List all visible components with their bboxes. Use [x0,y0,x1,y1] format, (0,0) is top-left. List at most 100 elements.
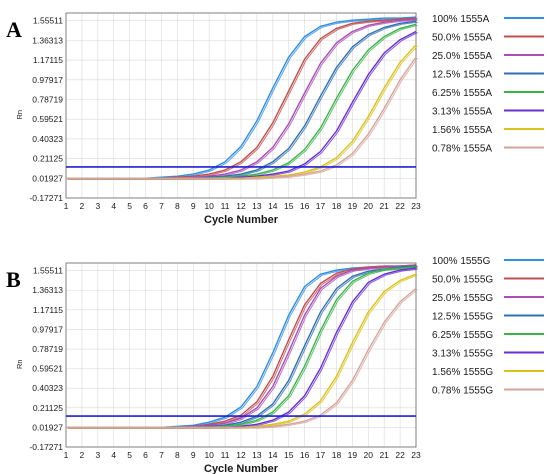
x-tick-label: 23 [411,201,421,211]
x-tick-label: 6 [143,450,148,460]
x-tick-label: 17 [316,201,326,211]
series-line-8 [66,56,417,179]
x-tick-label: 11 [221,450,230,460]
y-tick-label: 1.55511 [33,266,63,276]
y-tick-label: 1.36313 [32,285,63,295]
x-tick-label: 18 [332,450,342,460]
legend-label: 100% 1555A [432,14,490,25]
legend: 100% 1555A 50.0% 1555A 25.0% 1555A 12.5% 15… [432,14,544,155]
x-tick-label: 5 [127,201,132,211]
y-tick-label: 1.17115 [33,55,63,65]
y-tick-label: 1.55511 [33,16,63,26]
y-tick-label: 0.59521 [32,364,63,374]
x-tick-label: 5 [127,450,132,460]
x-tick-label: 15 [284,201,294,211]
y-tick-label: 0.21125 [33,154,63,164]
x-tick-label: 9 [191,201,196,211]
legend-label: 0.78% 1555G [432,386,493,397]
x-tick-label: 21 [379,450,389,460]
y-tick-label: 1.17115 [33,305,63,315]
x-tick-label: 2 [80,450,85,460]
x-tick-label: 11 [221,201,230,211]
x-tick-label: 12 [236,450,246,460]
legend-label: 50.0% 1555G [432,275,493,286]
x-tick-label: 4 [111,201,116,211]
series-line-replicate-8 [67,289,418,429]
legend-label: 1.56% 1555G [432,367,493,378]
plot-frame [65,12,417,199]
y-tick-label: 0.78719 [32,344,63,354]
x-tick-label: 23 [411,450,421,460]
legend-label: 6.25% 1555A [432,88,492,99]
x-axis-label: Cycle Number [204,463,279,474]
x-tick-label: 17 [316,450,326,460]
plot-frame [65,262,417,448]
y-axis-label: Rn [15,110,24,120]
x-tick-label: 8 [175,201,180,211]
x-tick-label: 16 [300,450,310,460]
x-tick-label: 7 [159,450,164,460]
y-tick-label: 1.36313 [32,35,63,45]
series-line-replicate-8 [67,57,418,180]
legend-label: 12.5% 1555G [432,312,493,323]
x-tick-label: 7 [159,201,164,211]
series-group [66,16,418,180]
x-tick-label: 2 [80,201,85,211]
x-axis-label: Cycle Number [204,214,279,226]
x-tick-label: 3 [95,201,100,211]
x-tick-label: 12 [236,201,246,211]
y-tick-label: 0.40323 [32,383,63,393]
x-tick-label: 22 [395,450,405,460]
y-tick-label: 0.97917 [32,324,63,334]
series-line-8 [66,287,417,429]
y-tick-label: 0.01927 [32,422,63,432]
x-tick-label: 9 [191,450,196,460]
y-tick-label: 0.21125 [33,403,63,413]
y-tick-label: 0.01927 [32,173,63,183]
x-tick-label: 4 [111,450,116,460]
x-tick-label: 19 [348,450,358,460]
legend-label: 50.0% 1555A [432,33,492,44]
legend-label: 1.56% 1555A [432,125,492,136]
x-tick-label: 19 [348,201,358,211]
y-tick-label: 0.40323 [32,134,63,144]
legend-label: 3.13% 1555G [432,349,493,360]
y-tick-label: -0.17271 [29,193,63,203]
x-tick-label: 8 [175,450,180,460]
legend-label: 100% 1555G [432,256,491,267]
x-tick-label: 14 [268,201,278,211]
x-tick-label: 13 [252,450,262,460]
legend-label: 12.5% 1555A [432,70,492,81]
x-tick-label: 20 [364,201,374,211]
x-tick-label: 20 [364,450,374,460]
y-tick-label: -0.17271 [29,442,63,452]
x-tick-label: 18 [332,201,342,211]
x-tick-label: 13 [252,201,262,211]
panel-letter: B [6,267,21,292]
x-tick-label: 6 [143,201,148,211]
x-tick-label: 1 [64,450,69,460]
x-tick-label: 10 [204,450,214,460]
x-tick-label: 14 [268,450,278,460]
legend-label: 0.78% 1555A [432,144,492,155]
x-tick-label: 10 [204,201,214,211]
legend-label: 3.13% 1555A [432,107,492,118]
panel-a: A -0.17271 0.01927 0.21125 0.40323 0.59521 0.7… [6,12,544,226]
x-tick-label: 21 [379,201,389,211]
legend-label: 25.0% 1555A [432,51,492,62]
panel-letter: A [6,17,22,42]
y-tick-label: 0.78719 [32,94,63,104]
legend-label: 6.25% 1555G [432,330,493,341]
x-tick-label: 22 [395,201,405,211]
y-tick-label: 0.59521 [32,114,63,124]
x-tick-label: 15 [284,450,294,460]
legend-label: 25.0% 1555G [432,293,493,304]
x-tick-label: 3 [95,450,100,460]
y-tick-label: 0.97917 [32,75,63,85]
panel-b: B -0.17271 0.01927 0.21125 0.40323 0.59521 0.7… [6,256,544,474]
x-tick-label: 16 [300,201,310,211]
legend: 100% 1555G 50.0% 1555G 25.0% 1555G 12.5% 15… [432,256,544,397]
x-tick-label: 1 [64,201,69,211]
y-axis-label: Rn [15,359,24,369]
